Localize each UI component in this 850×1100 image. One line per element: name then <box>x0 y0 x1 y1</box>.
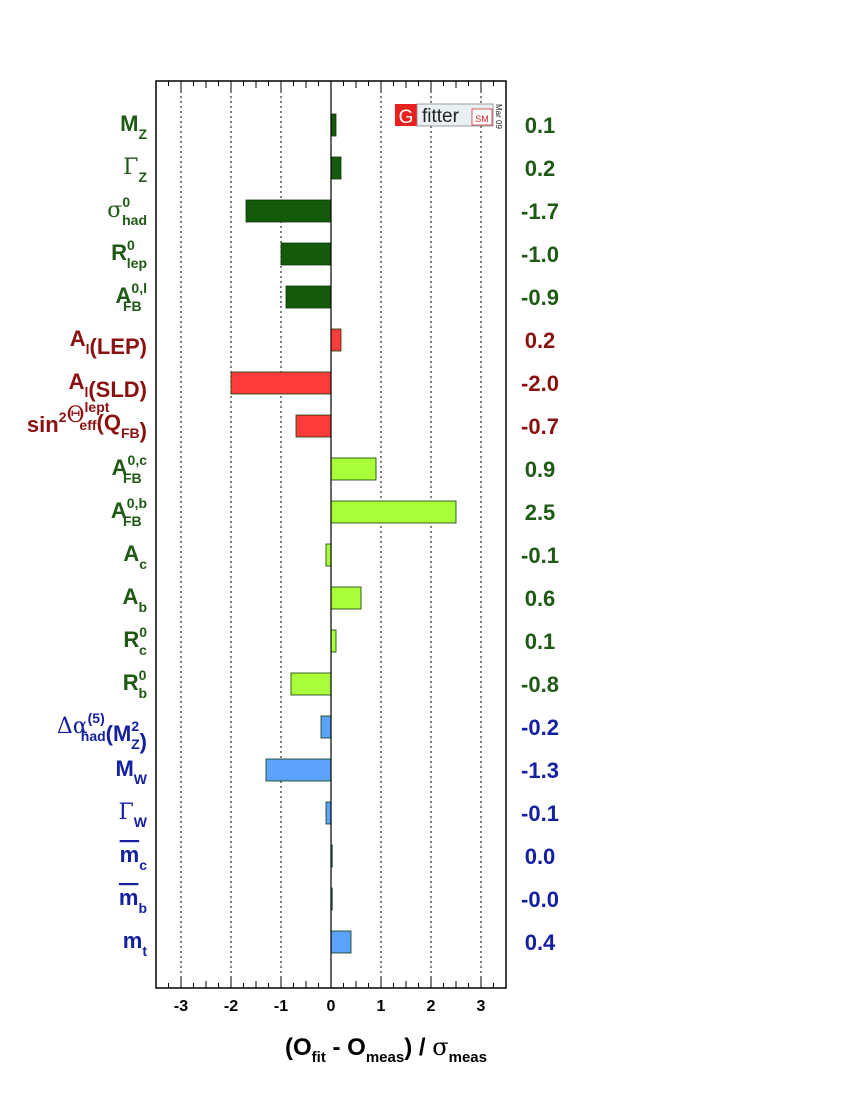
logo-date: Mar 09 <box>494 104 503 129</box>
row-label: R0 lep <box>111 237 147 271</box>
row-label: mb <box>119 885 147 916</box>
row-label: A0,b FB <box>111 495 147 529</box>
value-labels: 0.1 0.2 -1.7 -1.0 -0.9 0.2 -2.0 -0.7 0.9 2.5 -0.1 0… <box>521 113 559 955</box>
x-axis-label: (Ofit - Omeas) / σmeas <box>285 1033 487 1066</box>
value-label: 0.0 <box>525 844 556 869</box>
gfitter-logo: G fitter SM Mar 09 <box>395 103 503 129</box>
value-label: -1.7 <box>521 199 559 224</box>
value-label: 0.4 <box>525 930 556 955</box>
logo-g-box <box>395 104 417 126</box>
bar <box>330 930 352 954</box>
value-label: -2.0 <box>521 371 559 396</box>
row-label: σ0 had <box>107 194 147 228</box>
bar <box>330 629 337 653</box>
row-label: A0,l FB <box>116 280 147 314</box>
row-label: ΓW <box>119 800 148 830</box>
bars-layer <box>230 81 457 988</box>
bar <box>330 500 457 524</box>
x-tick-label: -3 <box>174 998 188 1015</box>
value-label: 0.2 <box>525 328 556 353</box>
bar <box>265 758 332 782</box>
value-label: 0.9 <box>525 457 556 482</box>
x-tick-label: 3 <box>477 998 486 1015</box>
row-label: ΓZ <box>123 155 147 185</box>
row-label: Al(SLD) <box>69 369 147 402</box>
row-label: sin2Θlept eff(QFB) <box>27 399 147 443</box>
bar <box>295 414 332 438</box>
x-tick-label: 0 <box>327 998 336 1015</box>
bar <box>325 801 332 825</box>
logo-letter: G <box>399 107 414 128</box>
grid-layer <box>180 81 482 988</box>
row-label: R0 b <box>123 667 147 701</box>
row-label: mc <box>120 842 148 873</box>
bar <box>330 156 342 180</box>
row-label: MW <box>115 756 147 787</box>
row-label: A0,c FB <box>112 452 148 486</box>
value-label: -0.1 <box>521 801 559 826</box>
bar <box>330 457 377 481</box>
row-label: Ab <box>123 584 147 615</box>
value-label: -0.2 <box>521 715 559 740</box>
bar <box>330 113 337 137</box>
row-label: mt <box>123 928 148 959</box>
bar <box>285 285 332 309</box>
row-label: Al(LEP) <box>70 326 147 359</box>
bar <box>330 586 362 610</box>
value-label: -0.0 <box>521 887 559 912</box>
row-label: Ac <box>123 541 147 572</box>
row-label: R0 c <box>123 624 147 658</box>
value-label: 0.2 <box>525 156 556 181</box>
value-label: -0.7 <box>521 414 559 439</box>
logo-badge: SM <box>475 114 489 124</box>
value-label: -1.0 <box>521 242 559 267</box>
bar <box>230 371 332 395</box>
value-label: 2.5 <box>525 500 556 525</box>
bar <box>325 543 332 567</box>
ticks-layer: -3 -2 -1 0 1 2 3 <box>155 81 507 1015</box>
row-labels: MZ ΓZ σ0 had R0 lep A0,l FB Al(LEP) Al(SLD)sin2Θl… <box>27 111 148 959</box>
x-tick-label: 2 <box>427 998 436 1015</box>
bar <box>330 328 342 352</box>
x-tick-label: -2 <box>224 998 238 1015</box>
row-label: MZ <box>120 111 147 142</box>
x-tick-label: 1 <box>377 998 386 1015</box>
logo-text: fitter <box>422 106 460 127</box>
value-label: -0.1 <box>521 543 559 568</box>
value-label: 0.6 <box>525 586 556 611</box>
bar <box>290 672 332 696</box>
value-label: 0.1 <box>525 629 556 654</box>
x-tick-label: -1 <box>274 998 288 1015</box>
bar <box>245 199 332 223</box>
row-label: Δα(5) had(M2 Z) <box>57 710 147 754</box>
logo-badge-box <box>471 108 493 126</box>
bar <box>320 715 332 739</box>
value-label: -1.3 <box>521 758 559 783</box>
bar <box>280 242 332 266</box>
value-label: 0.1 <box>525 113 556 138</box>
value-label: -0.9 <box>521 285 559 310</box>
value-label: -0.8 <box>521 672 559 697</box>
